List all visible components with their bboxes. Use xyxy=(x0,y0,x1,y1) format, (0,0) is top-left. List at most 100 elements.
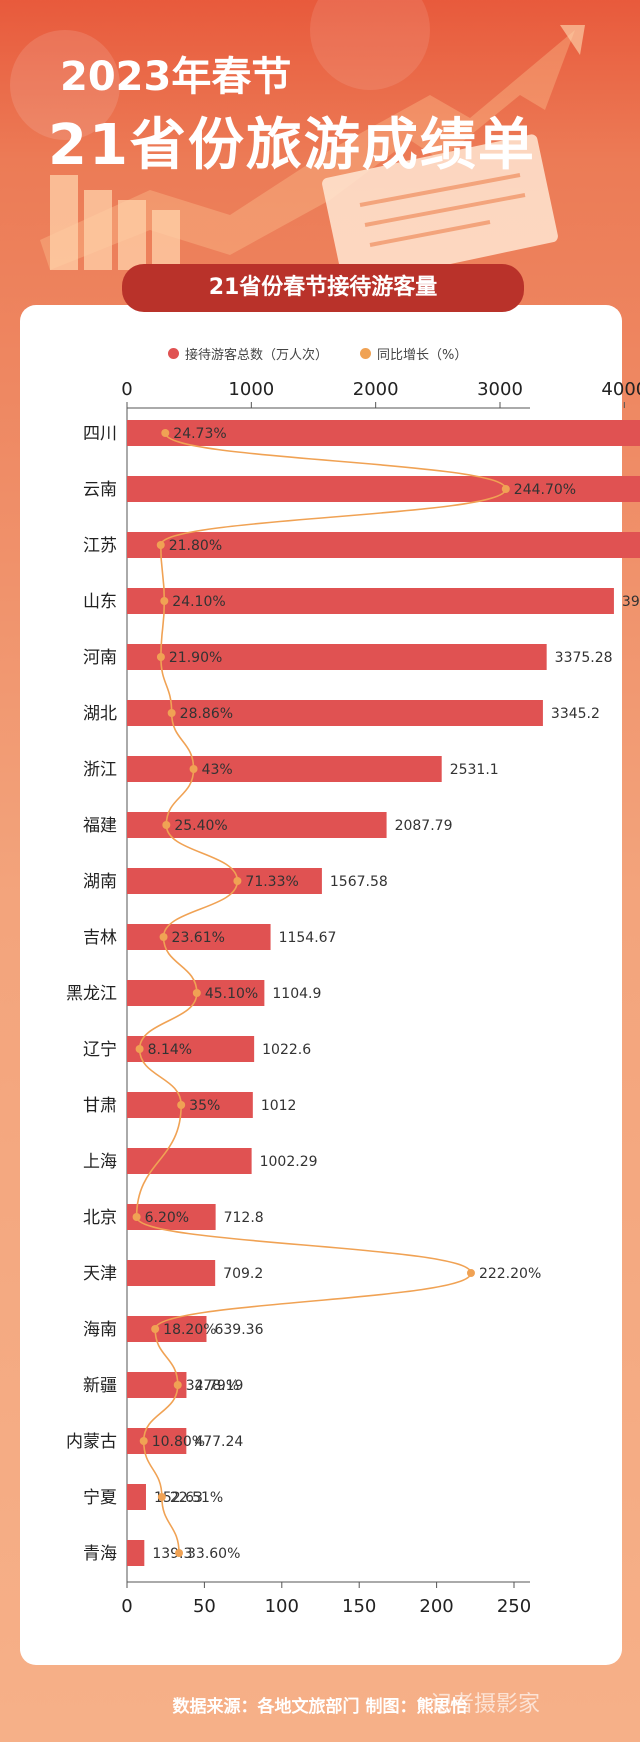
bottom-axis-tick-label: 200 xyxy=(419,1596,453,1617)
growth-point xyxy=(159,933,168,941)
chart-subtitle: 21省份春节接待游客量 xyxy=(122,264,524,312)
title-year: 2023年春节 xyxy=(60,54,292,100)
growth-point xyxy=(156,653,165,661)
category-label: 吉林 xyxy=(83,928,117,948)
bottom-axis-tick-label: 150 xyxy=(342,1596,376,1617)
category-label: 辽宁 xyxy=(83,1040,117,1060)
chart-panel xyxy=(20,305,622,1665)
top-axis-tick-label: 1000 xyxy=(228,379,274,400)
header-illustration xyxy=(40,25,585,286)
category-label: 湖北 xyxy=(83,704,117,724)
bar-value-label: 152.63 xyxy=(154,1490,203,1506)
legend-item-growth: 同比增长（%） xyxy=(360,344,467,363)
category-label: 青海 xyxy=(83,1544,117,1564)
legend-swatch-bar xyxy=(168,348,179,359)
growth-point xyxy=(173,1381,182,1389)
growth-point xyxy=(501,485,510,493)
top-axis-tick-label: 0 xyxy=(121,379,132,400)
bottom-axis-tick-label: 50 xyxy=(193,1596,216,1617)
bar-value-label: 1567.58 xyxy=(330,874,388,890)
category-label: 新疆 xyxy=(83,1376,117,1396)
bar-value-label: 3916.3 xyxy=(622,594,640,610)
bar xyxy=(127,1148,252,1174)
bar xyxy=(127,1260,216,1286)
growth-point xyxy=(132,1213,141,1221)
bar xyxy=(127,1036,255,1062)
growth-point xyxy=(167,709,176,717)
growth-label: 244.70% xyxy=(514,482,576,498)
bar xyxy=(127,644,547,670)
decorative-circle xyxy=(10,30,120,140)
growth-point xyxy=(151,1325,160,1333)
growth-label: 18.20% xyxy=(163,1322,216,1338)
bar xyxy=(127,476,640,502)
growth-label: 71.33% xyxy=(245,874,298,890)
bar xyxy=(127,588,614,614)
growth-label: 222.20% xyxy=(479,1266,541,1282)
growth-label: 24.10% xyxy=(172,594,225,610)
category-label: 上海 xyxy=(83,1152,117,1172)
category-label: 湖南 xyxy=(83,872,117,892)
bar-value-label: 3375.28 xyxy=(555,650,613,666)
category-label: 甘肃 xyxy=(83,1096,117,1116)
category-label: 浙江 xyxy=(83,760,117,780)
data-source: 数据来源：各地文旅部门 制图：熊思怡 xyxy=(172,1697,468,1717)
bar xyxy=(127,1204,216,1230)
category-label: 四川 xyxy=(83,424,117,444)
bottom-axis-tick-label: 250 xyxy=(497,1596,531,1617)
bar-value-label: 2531.1 xyxy=(450,762,499,778)
category-label: 河南 xyxy=(83,648,117,668)
category-label: 天津 xyxy=(83,1264,117,1284)
category-label: 福建 xyxy=(83,816,117,836)
bar xyxy=(127,868,322,894)
growth-label: 21.90% xyxy=(169,650,222,666)
bar-value-label: 2087.79 xyxy=(395,818,453,834)
legend-swatch-line xyxy=(360,348,371,359)
bar xyxy=(127,756,442,782)
growth-label: 6.20% xyxy=(145,1210,189,1226)
bottom-axis-tick-label: 100 xyxy=(265,1596,299,1617)
growth-label: 25.40% xyxy=(174,818,227,834)
bar xyxy=(127,1540,145,1566)
bar-value-label: 1002.29 xyxy=(260,1154,318,1170)
category-label: 北京 xyxy=(83,1208,117,1228)
bar xyxy=(127,1484,146,1510)
bar xyxy=(127,420,640,446)
bar-value-label: 477.24 xyxy=(194,1434,243,1450)
growth-point xyxy=(160,597,169,605)
category-label: 江苏 xyxy=(83,536,117,556)
bar xyxy=(127,532,640,558)
bar-value-label: 139.3 xyxy=(152,1546,192,1562)
growth-point xyxy=(162,821,171,829)
bar xyxy=(127,924,271,950)
growth-label: 28.86% xyxy=(180,706,233,722)
category-label: 海南 xyxy=(83,1320,117,1340)
growth-label: 22.51% xyxy=(170,1490,223,1506)
growth-point xyxy=(189,765,198,773)
legend-item-visitors: 接待游客总数（万人次） xyxy=(168,344,328,363)
bar xyxy=(127,1428,187,1454)
legend-label-growth: 同比增长（%） xyxy=(377,348,468,363)
bottom-axis-tick-label: 0 xyxy=(121,1596,132,1617)
growth-point xyxy=(177,1101,186,1109)
bar-value-label: 478.19 xyxy=(194,1378,243,1394)
growth-point xyxy=(161,429,170,437)
growth-label: 10.80% xyxy=(152,1434,205,1450)
growth-label: 33.60% xyxy=(187,1546,240,1562)
page-title: 21省份旅游成绩单 xyxy=(48,113,536,178)
bar-value-label: 639.36 xyxy=(214,1322,263,1338)
chart-legend: 接待游客总数（万人次） 同比增长（%） xyxy=(0,344,640,364)
bar-value-label: 1012 xyxy=(261,1098,297,1114)
category-label: 内蒙古 xyxy=(66,1432,117,1452)
category-label: 黑龙江 xyxy=(66,984,117,1004)
growth-label: 35% xyxy=(189,1098,220,1114)
growth-label: 45.10% xyxy=(205,986,258,1002)
growth-point xyxy=(135,1045,144,1053)
bar-value-label: 712.8 xyxy=(224,1210,264,1226)
bar xyxy=(127,700,543,726)
bar-value-label: 1022.6 xyxy=(262,1042,311,1058)
legend-label-visitors: 接待游客总数（万人次） xyxy=(185,348,329,363)
growth-point xyxy=(157,1493,166,1501)
